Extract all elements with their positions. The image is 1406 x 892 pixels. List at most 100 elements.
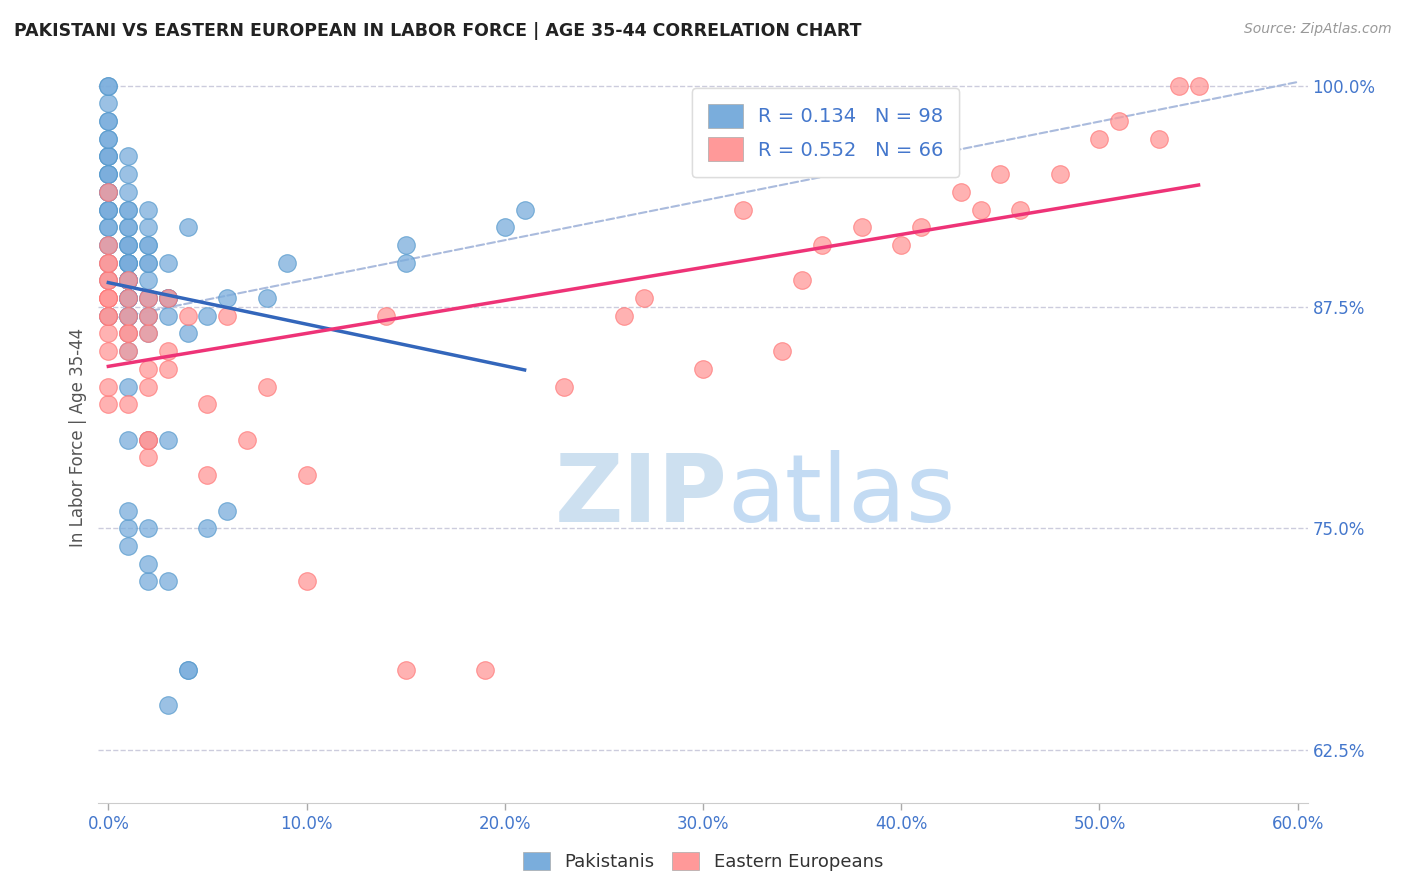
- Text: Source: ZipAtlas.com: Source: ZipAtlas.com: [1244, 22, 1392, 37]
- Point: [117, 167, 139, 181]
- Point: [97, 149, 120, 163]
- Point: [97, 167, 120, 181]
- Point: [217, 291, 239, 305]
- Point: [117, 291, 139, 305]
- Point: [97, 291, 120, 305]
- Point: [156, 291, 179, 305]
- Point: [117, 344, 139, 359]
- Point: [117, 309, 139, 323]
- Point: [117, 273, 139, 287]
- Point: [910, 220, 932, 235]
- Point: [117, 255, 139, 269]
- Point: [197, 397, 219, 411]
- Point: [256, 291, 278, 305]
- Point: [1049, 167, 1071, 181]
- Point: [97, 326, 120, 341]
- Y-axis label: In Labor Force | Age 35-44: In Labor Force | Age 35-44: [69, 327, 87, 547]
- Point: [97, 309, 120, 323]
- Point: [117, 326, 139, 341]
- Point: [176, 309, 198, 323]
- Point: [136, 521, 159, 535]
- Point: [374, 309, 396, 323]
- Point: [136, 255, 159, 269]
- Point: [97, 309, 120, 323]
- Point: [136, 309, 159, 323]
- Point: [97, 149, 120, 163]
- Point: [97, 185, 120, 199]
- Point: [217, 503, 239, 517]
- Point: [97, 309, 120, 323]
- Point: [811, 238, 834, 252]
- Point: [156, 309, 179, 323]
- Point: [97, 344, 120, 359]
- Point: [176, 663, 198, 677]
- Point: [97, 255, 120, 269]
- Point: [97, 379, 120, 393]
- Point: [136, 255, 159, 269]
- Point: [136, 433, 159, 447]
- Point: [1147, 131, 1170, 145]
- Point: [613, 309, 636, 323]
- Point: [117, 344, 139, 359]
- Point: [117, 291, 139, 305]
- Point: [295, 468, 318, 483]
- Point: [117, 185, 139, 199]
- Point: [136, 379, 159, 393]
- Point: [197, 521, 219, 535]
- Point: [790, 273, 813, 287]
- Point: [890, 238, 912, 252]
- Point: [256, 379, 278, 393]
- Point: [1187, 78, 1209, 93]
- Point: [136, 309, 159, 323]
- Point: [1088, 131, 1111, 145]
- Point: [117, 255, 139, 269]
- Point: [197, 468, 219, 483]
- Point: [117, 220, 139, 235]
- Point: [97, 238, 120, 252]
- Point: [553, 379, 575, 393]
- Point: [117, 273, 139, 287]
- Point: [117, 238, 139, 252]
- Point: [770, 344, 793, 359]
- Point: [731, 202, 754, 217]
- Point: [156, 574, 179, 589]
- Point: [97, 220, 120, 235]
- Point: [97, 185, 120, 199]
- Point: [117, 238, 139, 252]
- Point: [117, 273, 139, 287]
- Point: [117, 309, 139, 323]
- Point: [136, 326, 159, 341]
- Point: [97, 220, 120, 235]
- Point: [156, 291, 179, 305]
- Point: [156, 698, 179, 713]
- Point: [97, 255, 120, 269]
- Point: [97, 114, 120, 128]
- Point: [395, 255, 418, 269]
- Point: [156, 362, 179, 376]
- Point: [97, 114, 120, 128]
- Point: [97, 273, 120, 287]
- Point: [97, 309, 120, 323]
- Point: [197, 309, 219, 323]
- Point: [97, 185, 120, 199]
- Point: [97, 202, 120, 217]
- Point: [97, 131, 120, 145]
- Point: [156, 433, 179, 447]
- Point: [395, 663, 418, 677]
- Point: [97, 96, 120, 111]
- Point: [97, 273, 120, 287]
- Point: [117, 291, 139, 305]
- Point: [156, 255, 179, 269]
- Point: [117, 291, 139, 305]
- Point: [97, 238, 120, 252]
- Point: [136, 450, 159, 465]
- Point: [136, 220, 159, 235]
- Point: [395, 238, 418, 252]
- Point: [117, 539, 139, 553]
- Point: [117, 379, 139, 393]
- Point: [1010, 202, 1032, 217]
- Point: [136, 291, 159, 305]
- Point: [117, 238, 139, 252]
- Point: [1167, 78, 1189, 93]
- Point: [156, 344, 179, 359]
